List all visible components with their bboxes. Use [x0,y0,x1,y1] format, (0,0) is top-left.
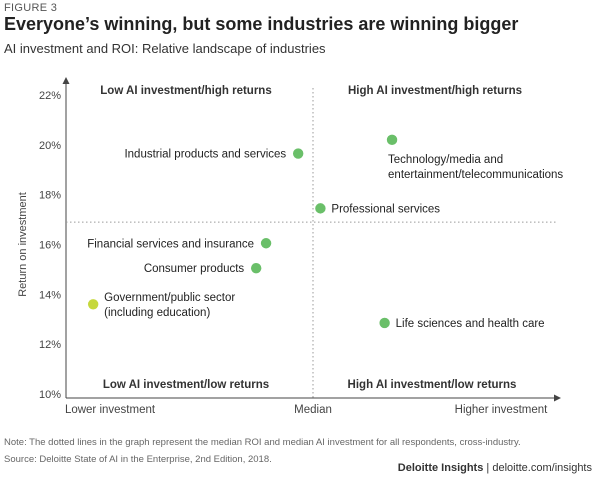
data-label: Industrial products and services [124,149,286,161]
x-tick-label: Higher investment [455,404,548,416]
y-tick-label: 22% [39,90,61,102]
y-axis-ticks: 22% 20% 18% 16% 14% 12% 10% [39,90,61,401]
brand-name: Deloitte Insights [397,462,484,474]
x-tick-label: Median [294,404,332,416]
data-point [260,238,272,249]
data-point [386,134,398,146]
y-tick-label: 16% [39,240,61,252]
y-tick-label: 12% [39,339,61,351]
x-axis-ticks: Lower investment Median Higher investment [65,404,548,416]
data-point-group: Government/public sector (including educa… [87,292,235,319]
quadrant-labels: Low AI investment/high returns High AI in… [100,85,522,391]
data-point-group: Consumer products [144,262,262,275]
chart-subtitle: AI investment and ROI: Relative landscap… [4,41,326,56]
data-label: (including education) [104,307,210,319]
data-point-group: Industrial products and services [124,148,304,161]
data-label: Technology/media and [388,154,503,166]
quadrant-label-top-left: Low AI investment/high returns [100,85,271,97]
y-tick-label: 10% [39,389,61,401]
chart-note: Note: The dotted lines in the graph repr… [4,437,521,448]
data-point [379,317,390,329]
x-axis-arrow [554,394,561,402]
x-tick-label: Lower investment [65,404,156,416]
y-axis-label: Return on investment [17,192,29,297]
y-tick-label: 20% [39,140,61,152]
data-point-group: Technology/media and entertainment/teleco… [386,134,563,181]
data-label: Professional services [331,203,440,215]
data-label: Life sciences and health care [396,318,545,330]
data-label: Consumer products [144,263,245,275]
y-tick-label: 14% [39,289,61,301]
data-point [315,203,326,214]
data-label: Government/public sector [104,292,235,304]
data-label: Financial services and insurance [87,238,254,250]
data-point [250,262,262,274]
brand-separator: | [486,462,490,474]
data-label: entertainment/telecommunications [388,169,563,181]
brand-footer: Deloitte Insights | deloitte.com/insight… [398,462,592,474]
median-lines [66,88,556,398]
quadrant-label-bottom-left: Low AI investment/low returns [103,379,269,391]
data-point [87,299,99,310]
data-point-group: Financial services and insurance [87,238,272,250]
data-point-group: Life sciences and health care [379,317,545,330]
data-points: Industrial products and services Technolo… [87,134,563,330]
figure-label: FIGURE 3 [4,2,58,14]
data-point [292,148,304,159]
chart-title: Everyone’s winning, but some industries … [4,14,519,34]
quadrant-label-top-right: High AI investment/high returns [348,85,522,97]
quadrant-label-bottom-right: High AI investment/low returns [348,379,517,391]
brand-url: deloitte.com/insights [492,462,592,474]
y-tick-label: 18% [39,190,61,202]
data-point-group: Professional services [315,203,440,215]
y-axis-arrow [62,77,70,84]
axes: Return on investment [17,77,561,402]
chart-source: Source: Deloitte State of AI in the Ente… [4,454,272,465]
